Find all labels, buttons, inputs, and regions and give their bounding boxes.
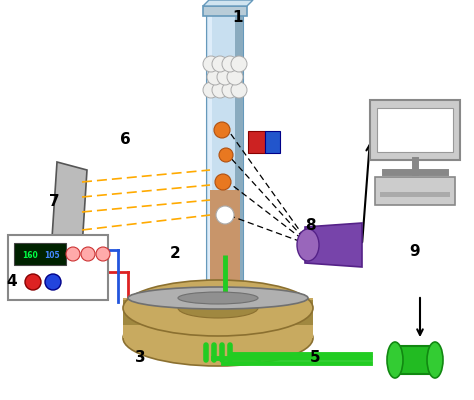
Text: 2: 2 [170, 246, 181, 260]
Text: 7: 7 [49, 194, 59, 210]
FancyBboxPatch shape [377, 108, 453, 152]
FancyBboxPatch shape [207, 12, 212, 295]
Ellipse shape [297, 229, 319, 261]
Text: 160: 160 [22, 252, 38, 260]
FancyBboxPatch shape [123, 298, 145, 338]
Text: 8: 8 [305, 218, 315, 232]
Text: 5: 5 [310, 350, 320, 364]
FancyBboxPatch shape [291, 298, 313, 338]
FancyBboxPatch shape [380, 192, 450, 197]
Circle shape [212, 82, 228, 98]
Circle shape [96, 247, 110, 261]
Circle shape [217, 69, 233, 85]
Ellipse shape [178, 292, 258, 304]
Circle shape [25, 274, 41, 290]
Ellipse shape [123, 280, 313, 336]
Ellipse shape [178, 298, 258, 318]
Circle shape [212, 56, 228, 72]
FancyBboxPatch shape [235, 12, 243, 295]
Ellipse shape [128, 287, 308, 309]
Circle shape [216, 206, 234, 224]
FancyBboxPatch shape [370, 100, 460, 160]
Circle shape [222, 56, 238, 72]
FancyBboxPatch shape [264, 131, 280, 153]
Text: 105: 105 [44, 252, 60, 260]
FancyBboxPatch shape [248, 131, 264, 153]
FancyBboxPatch shape [291, 300, 313, 325]
Text: 4: 4 [7, 274, 18, 290]
Circle shape [66, 247, 80, 261]
Text: 1: 1 [233, 10, 243, 24]
Text: 6: 6 [119, 132, 130, 148]
Circle shape [227, 69, 243, 85]
Circle shape [231, 82, 247, 98]
Circle shape [222, 82, 238, 98]
FancyBboxPatch shape [210, 190, 240, 292]
Circle shape [203, 82, 219, 98]
FancyBboxPatch shape [395, 346, 435, 374]
FancyBboxPatch shape [8, 235, 108, 300]
Text: 9: 9 [410, 244, 420, 260]
Ellipse shape [427, 342, 443, 378]
FancyBboxPatch shape [203, 6, 247, 16]
Circle shape [214, 122, 230, 138]
Circle shape [203, 56, 219, 72]
FancyBboxPatch shape [375, 177, 455, 205]
Circle shape [231, 56, 247, 72]
Circle shape [207, 69, 223, 85]
Text: 3: 3 [135, 350, 146, 364]
Circle shape [45, 274, 61, 290]
FancyBboxPatch shape [14, 243, 66, 265]
Ellipse shape [123, 310, 313, 366]
Ellipse shape [387, 342, 403, 378]
Circle shape [81, 247, 95, 261]
FancyBboxPatch shape [123, 300, 145, 325]
Polygon shape [52, 162, 87, 248]
Polygon shape [305, 223, 362, 267]
Polygon shape [203, 0, 253, 6]
FancyBboxPatch shape [207, 12, 243, 295]
Circle shape [215, 174, 231, 190]
Circle shape [219, 148, 233, 162]
